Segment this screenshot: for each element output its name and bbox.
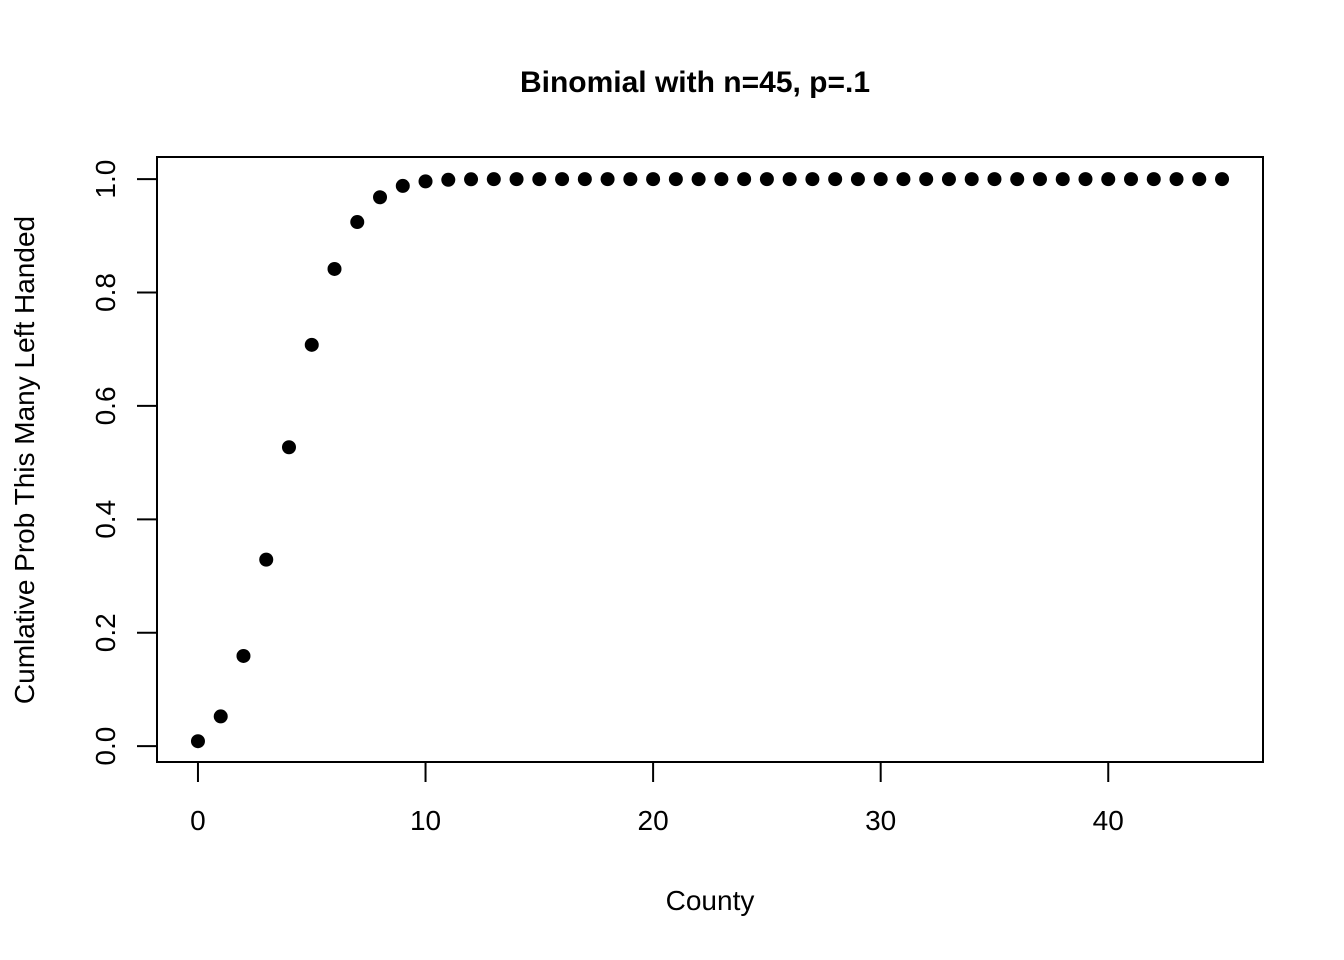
x-axis-label: County [666,885,755,916]
x-tick-label: 20 [638,805,669,836]
x-tick-label: 30 [865,805,896,836]
data-point [805,172,820,187]
data-point [714,172,729,187]
data-point [395,178,410,193]
data-point [373,190,388,205]
y-axis-label: Cumlative Prob This Many Left Handed [9,216,40,704]
data-point [782,172,797,187]
data-point [828,172,843,187]
plot-title: Binomial with n=45, p=.1 [520,66,870,99]
y-tick-label: 0.8 [90,273,121,312]
data-point [1215,172,1230,187]
x-tick-label: 0 [190,805,206,836]
data-point [668,172,683,187]
y-tick-label: 1.0 [90,160,121,199]
data-point [304,337,319,352]
y-axis: 0.0 0.2 0.4 0.6 0.8 1.0 [90,160,157,766]
data-point [759,172,774,187]
data-point [327,261,342,276]
data-points [190,172,1230,749]
data-point [441,172,456,187]
data-point [919,172,934,187]
data-point [1032,172,1047,187]
data-point [896,172,911,187]
y-tick-label: 0.4 [90,500,121,539]
x-tick-label: 10 [410,805,441,836]
data-point [737,172,752,187]
data-point [987,172,1002,187]
data-point [577,172,592,187]
data-point [281,440,296,455]
data-point [236,648,251,663]
y-tick-label: 0.0 [90,727,121,766]
data-point [555,172,570,187]
data-point [418,174,433,189]
data-point [1124,172,1139,187]
x-tick-label: 40 [1093,805,1124,836]
data-point [873,172,888,187]
data-point [941,172,956,187]
data-point [1010,172,1025,187]
plot-box [156,156,1264,763]
y-tick-label: 0.6 [90,386,121,425]
data-point [623,172,638,187]
data-point [1192,172,1207,187]
data-point [691,172,706,187]
data-point [1078,172,1093,187]
x-axis: 0 10 20 30 40 [190,762,1124,836]
data-point [259,552,274,567]
data-point [350,215,365,230]
data-point [646,172,661,187]
data-point [600,172,615,187]
data-point [532,172,547,187]
data-point [1101,172,1116,187]
data-point [213,709,228,724]
data-point [190,734,205,749]
data-point [1146,172,1161,187]
data-point [1055,172,1070,187]
data-point [509,172,524,187]
data-point [850,172,865,187]
data-point [964,172,979,187]
data-point [1169,172,1184,187]
data-point [464,172,479,187]
y-tick-label: 0.2 [90,613,121,652]
data-point [486,172,501,187]
